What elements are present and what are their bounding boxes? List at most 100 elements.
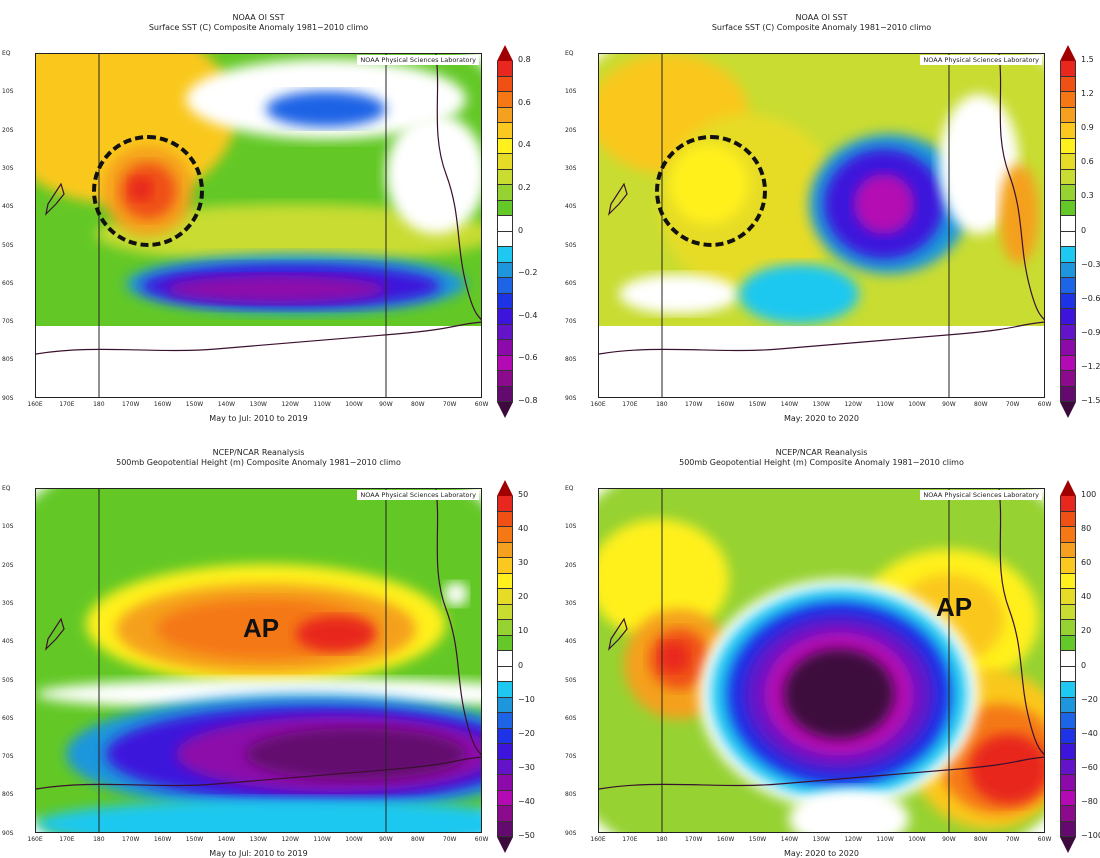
colorbar-segment [497,278,513,294]
lon-label: 100W [345,836,363,843]
lon-label: 150W [185,836,204,843]
colorbar-segment [1060,262,1076,278]
colorbar-segment [1060,542,1076,558]
colorbar-label: −0.4 [518,310,538,320]
panel-title: NCEP/NCAR Reanalysis [775,448,868,457]
colorbar-segment [1060,589,1076,605]
lat-label: 80S [565,791,577,799]
lon-label: 160W [153,836,172,843]
colorbar-label: 20 [1081,626,1092,636]
colorbar-label: 10 [518,626,529,636]
colorbar-label: −20 [518,728,535,738]
colorbar-label: 1.2 [1081,89,1094,99]
lon-label: 60W [1037,401,1052,408]
lat-label: 60S [2,714,14,722]
lon-label: 160E [590,836,606,843]
colorbar-label: 0.3 [1081,191,1094,201]
colorbar-segment [1060,355,1076,371]
watermark: NOAA Physical Sciences Laboratory [920,490,1042,500]
colorbar-label: 40 [1081,592,1092,602]
lon-label: 100W [345,401,363,408]
colorbar-label: 0 [518,660,524,670]
lat-label: 70S [565,318,577,326]
colorbar-segment [497,61,513,77]
colorbar-segment [1060,231,1076,247]
colorbar-segment [497,123,513,139]
period-label: May: 2020 to 2020 [783,849,860,858]
sea-ice-mask [36,326,481,397]
lat-label: 90S [565,829,577,837]
panel-title: NOAA OI SST [795,13,848,22]
anomaly-contour [939,94,1019,234]
lat-label: 50S [565,676,577,684]
lon-label: 160E [27,401,43,408]
lat-label: 40S [565,638,577,646]
lon-label: 60W [474,836,489,843]
lat-label: 70S [2,318,14,326]
lon-label: 100W [908,401,926,408]
anomaly-contour [296,616,376,652]
colorbar-label: 0.6 [1081,157,1094,167]
colorbar-label: −0.6 [1081,293,1100,303]
new-zealand-coastline [45,617,65,651]
colorbar-label: −1.2 [1081,361,1100,371]
lon-label: 140W [217,401,236,408]
colorbar-segment [497,262,513,278]
colorbar-segment [497,728,513,744]
colorbar-label: −0.6 [518,353,538,363]
sea-ice-mask [599,326,1044,397]
colorbar-segment [1060,278,1076,294]
colorbar-segment [1060,558,1076,574]
colorbar-segment [497,635,513,651]
colorbar-segment [497,759,513,775]
colorbar-label: 0.8 [518,55,531,64]
lat-label: 10S [2,523,14,531]
period-label: May to Jul: 2010 to 2019 [209,414,308,423]
colorbar-segment [1060,713,1076,729]
lon-label: 140W [217,836,236,843]
map-panel: NOAA OI SST Surface SST (C) Composite Ano… [0,0,550,429]
highlight-circle [655,135,767,247]
colorbar-label: −0.9 [1081,327,1100,337]
lon-label: 70W [442,836,457,843]
lon-label: 160E [27,836,43,843]
colorbar-segment [1060,309,1076,325]
lat-label: EQ [2,485,11,492]
lon-label: 60W [1037,836,1052,843]
lon-label: 90W [379,836,393,843]
colorbar-segment [497,542,513,558]
anomaly-contour [444,582,468,606]
colorbar-segment [1060,154,1076,170]
antarctica-coastline [599,321,1044,355]
lon-label: 170W [121,836,140,843]
colorbar-label: −0.2 [518,268,538,278]
colorbar-label: −20 [1081,694,1098,704]
colorbar-segment [497,185,513,201]
lat-label: 30S [2,164,14,172]
colorbar-segment [497,200,513,216]
colorbar-segment [1060,821,1076,837]
panel-subtitle: Surface SST (C) Composite Anomaly 1981−2… [711,23,932,32]
colorbar-label: 30 [518,558,529,568]
antarctica-coastline [599,756,1044,790]
lat-label: 60S [565,714,577,722]
colorbar-label: 20 [518,592,529,602]
lon-label: 150W [748,836,767,843]
anomaly-contour [619,274,739,314]
antarctica-coastline [36,321,481,355]
anomaly-contour [659,642,689,672]
anomaly-contour [784,649,894,739]
anomaly-contour [854,174,914,234]
lon-label: 170W [684,401,703,408]
anticyclone-label: AP [243,613,280,643]
panel-title: NOAA OI SST [232,13,285,22]
colorbar-label: 0.9 [1081,123,1094,133]
colorbar-segment [497,371,513,387]
colorbar-segment [1060,697,1076,713]
map-plot: NOAA Physical Sciences Laboratory [35,53,482,398]
lat-label: 90S [2,394,14,402]
lon-label: 80W [411,401,425,408]
map-panel: NOAA OI SST Surface SST (C) Composite Ano… [563,0,1100,429]
lon-label: 180 [93,401,105,408]
new-zealand-coastline [608,182,628,216]
